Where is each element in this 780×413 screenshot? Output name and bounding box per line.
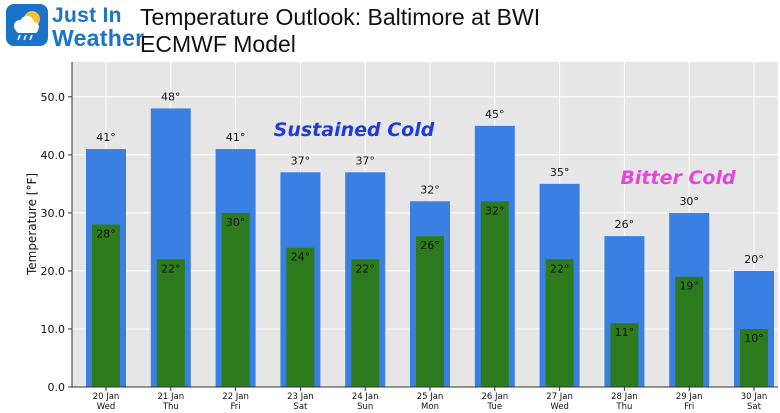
high-temp-label: 30° [679, 195, 699, 208]
low-temp-bar [740, 328, 768, 387]
just-in-weather-logo: Just In Weather [6, 4, 144, 52]
y-tick-label: 10.0 [41, 323, 66, 336]
bars [86, 108, 774, 387]
low-temp-bar [610, 323, 639, 387]
y-tick-label: 0.0 [48, 381, 66, 394]
y-tick-label: 20.0 [41, 265, 66, 278]
weather-icon [6, 4, 48, 46]
low-temp-bar [416, 236, 444, 387]
annotation-sustained-cold: Sustained Cold [274, 119, 435, 141]
header: Just In Weather Temperature Outlook: Bal… [0, 0, 780, 60]
x-tick-label: 28 Jan Thu [611, 392, 638, 412]
high-temp-label: 48° [161, 90, 181, 103]
y-tick-label: 50.0 [41, 91, 66, 104]
high-temp-label: 41° [226, 131, 246, 144]
low-temp-bar [480, 201, 509, 387]
x-tick-label: 20 Jan Wed [93, 392, 120, 412]
high-temp-label: 32° [420, 183, 440, 196]
low-temp-label: 22° [550, 262, 570, 275]
low-temp-bar [545, 259, 574, 387]
low-temp-label: 28° [96, 228, 116, 241]
x-tick-label: 27 Jan Wed [546, 392, 573, 412]
y-axis-label: Temperature [°F] [25, 173, 39, 276]
y-tick-label: 40.0 [41, 149, 66, 162]
high-temp-label: 45° [485, 108, 505, 121]
x-tick-label: 26 Jan Tue [481, 392, 508, 412]
y-tick-label: 30.0 [41, 207, 66, 220]
low-temp-label: 24° [291, 251, 311, 264]
low-temp-label: 22° [355, 262, 375, 275]
x-tick-label: 24 Jan Sun [352, 392, 379, 412]
high-temp-label: 41° [96, 131, 116, 144]
low-temp-bar [92, 224, 120, 387]
logo-text-line2: Weather [52, 25, 145, 51]
low-temp-bar [156, 259, 185, 387]
high-temp-label: 37° [291, 154, 311, 167]
x-tick-label: 22 Jan Fri [222, 392, 249, 412]
x-tick-label: 29 Jan Fri [676, 392, 703, 412]
annotation-bitter-cold: Bitter Cold [620, 167, 736, 189]
low-temp-bar [351, 259, 380, 387]
x-tick-label: 25 Jan Mon [417, 392, 444, 412]
chart-title: Temperature Outlook: Baltimore at BWI [140, 4, 541, 30]
low-temp-label: 19° [679, 280, 699, 293]
low-temp-label: 10° [744, 332, 764, 345]
x-tick-label: 23 Jan Sat [287, 392, 314, 412]
low-temp-bar [675, 276, 704, 387]
high-temp-label: 35° [550, 166, 570, 179]
logo-text-line1: Just In [52, 4, 122, 27]
low-temp-label: 32° [485, 204, 505, 217]
x-tick-label: 30 Jan Sat [741, 392, 768, 412]
low-temp-bar [221, 212, 250, 387]
low-temp-bar [286, 247, 315, 387]
low-temp-label: 30° [226, 216, 246, 229]
bar-labels: 41° 28° 48° 22° 41° 30° 37° 24° 37° 22° 32° 26° 45° 3… [96, 90, 764, 345]
high-temp-label: 20° [744, 253, 764, 266]
high-temp-label: 26° [615, 218, 635, 231]
chart-subtitle: ECMWF Model [140, 31, 296, 57]
low-temp-label: 26° [420, 239, 440, 252]
high-temp-label: 37° [355, 154, 375, 167]
axes: 0.0 10.0 20.0 30.0 40.0 50.0 20 Jan Wed 21 Jan Th… [41, 62, 778, 412]
x-tick-label: 21 Jan Thu [157, 392, 184, 412]
low-temp-label: 22° [161, 262, 181, 275]
low-temp-label: 11° [615, 326, 635, 339]
